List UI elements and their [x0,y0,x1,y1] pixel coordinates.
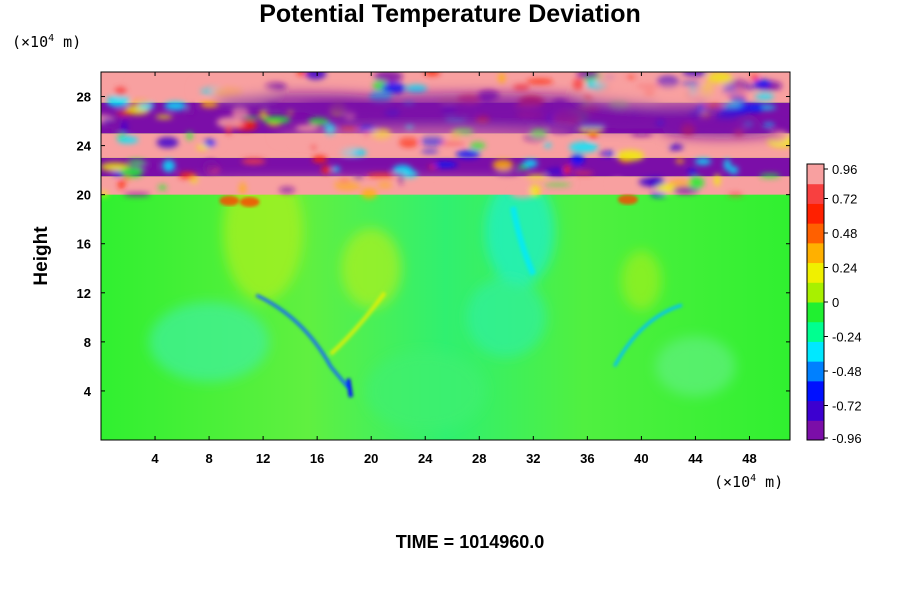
x-unit-label: (×104 m) [714,473,784,491]
y-tick-label: 8 [84,335,91,350]
x-tick-label: 16 [310,451,324,466]
x-tick-label: 32 [526,451,540,466]
chart-title: Potential Temperature Deviation [259,0,641,28]
x-tick-label: 20 [364,451,378,466]
colorbar-swatch [807,164,824,185]
colorbar-tick-label: -0.48 [832,364,862,379]
colorbar-tick-label: 0.48 [832,226,857,241]
plume-features [255,206,683,398]
x-tick-label: 44 [688,451,703,466]
y-tick-label: 28 [77,90,91,105]
x-tick-label: 4 [151,451,159,466]
colorbar-swatch [807,420,824,441]
colorbar-tick-label: -0.24 [832,330,862,345]
colorbar-swatch [807,262,824,283]
time-label: TIME = 1014960.0 [395,532,545,552]
y-tick-label: 20 [77,188,91,203]
x-tick-label: 8 [205,451,212,466]
colorbar-swatch [807,203,824,224]
colorbar-swatch [807,380,824,402]
y-tick-label: 16 [77,237,91,252]
y-tick-label: 24 [77,139,92,154]
x-tick-label: 40 [634,451,648,466]
x-tick-label: 24 [418,451,433,466]
x-tick-label: 48 [742,451,756,466]
colorbar-swatch [807,282,824,303]
colorbar-tick-label: 0.24 [832,261,857,276]
x-tick-label: 28 [472,451,486,466]
colorbar-swatch [807,341,824,362]
y-axis-ticks: 4 8 12 16 20 24 28 [77,90,790,399]
colorbar-tick-label: 0 [832,295,839,310]
colorbar-swatch [807,242,824,264]
lower-texture [149,161,736,431]
y-tick-label: 4 [84,384,92,399]
heatmap-field [101,72,790,440]
colorbar-swatch [807,183,824,204]
y-tick-label: 12 [77,286,91,301]
colorbar-tick-label: 0.96 [832,162,857,177]
colorbar-tick-label: -0.72 [832,399,862,414]
colorbar-swatch [807,361,824,382]
x-tick-label: 12 [256,451,270,466]
colorbar-swatch [807,400,824,421]
x-tick-label: 36 [580,451,594,466]
x-axis-ticks: 4 8 12 16 20 24 28 32 36 40 44 48 [151,72,757,466]
colorbar-swatch [807,223,824,244]
colorbar-tick-label: -0.96 [832,431,862,446]
colorbar-tick-label: 0.72 [832,192,857,207]
colorbar-swatch [807,321,824,342]
wide-swathes [171,80,783,187]
y-unit-label: (×104 m) [12,33,82,51]
colorbar: 0.96 0.72 0.48 0.24 0 -0.24 -0.48 -0.72 -0.96 [806,162,862,446]
colorbar-swatch [807,302,824,323]
plot-frame [100,71,791,441]
